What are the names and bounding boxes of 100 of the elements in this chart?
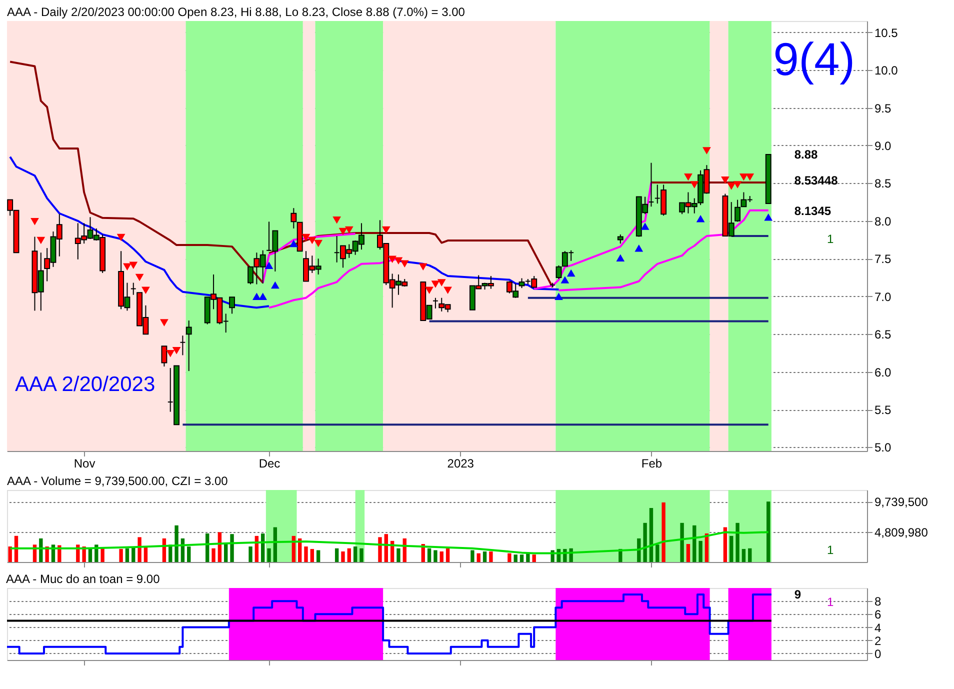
bar bbox=[316, 550, 320, 562]
point bbox=[129, 262, 138, 270]
bar bbox=[273, 527, 278, 562]
annotation: 8.53448 bbox=[794, 174, 838, 188]
bar bbox=[520, 554, 524, 562]
point bbox=[727, 182, 736, 190]
bar bbox=[8, 546, 12, 562]
bar bbox=[526, 553, 530, 562]
y-tick-label: 4 bbox=[874, 620, 882, 635]
y-tick-label: 6.0 bbox=[874, 365, 892, 380]
point bbox=[566, 269, 576, 277]
y-tick-label: 10.0 bbox=[874, 64, 898, 78]
y-tick-label: 9.5 bbox=[874, 101, 892, 116]
bar bbox=[723, 527, 728, 562]
chart-title: AAA - Volume = 9,739,500.00, CZI = 3.00 bbox=[7, 474, 228, 488]
point bbox=[740, 174, 748, 181]
candlestick bbox=[229, 296, 235, 314]
bar bbox=[230, 534, 234, 562]
y-tick-label: 5.5 bbox=[874, 403, 892, 418]
point bbox=[388, 256, 396, 264]
bar bbox=[347, 548, 351, 562]
bar bbox=[310, 548, 314, 562]
annotation: 9 bbox=[794, 588, 802, 602]
bar bbox=[334, 548, 339, 562]
y-tick-label: 8 bbox=[874, 594, 882, 609]
bar bbox=[748, 548, 752, 562]
point bbox=[616, 254, 625, 262]
x-tick-label: 2023 bbox=[447, 456, 474, 470]
point bbox=[640, 222, 650, 230]
bar bbox=[662, 502, 666, 562]
bar bbox=[267, 548, 271, 562]
point bbox=[252, 292, 261, 300]
point bbox=[36, 236, 46, 244]
x-tick-label: Feb bbox=[641, 456, 662, 470]
x-tick-label: Nov bbox=[74, 456, 96, 470]
bar bbox=[489, 551, 493, 562]
bar bbox=[476, 553, 480, 562]
line-series bbox=[9, 531, 770, 554]
annotation: 9(4) bbox=[773, 33, 855, 85]
bar bbox=[656, 544, 660, 562]
point bbox=[560, 276, 570, 284]
bar bbox=[100, 548, 104, 562]
bar bbox=[138, 537, 142, 562]
point bbox=[142, 286, 150, 294]
y-tick-label: 9.0 bbox=[874, 138, 892, 153]
bar bbox=[514, 554, 518, 562]
annotation: 8.88 bbox=[794, 148, 818, 162]
point bbox=[382, 226, 390, 234]
point bbox=[554, 292, 563, 300]
point bbox=[684, 174, 692, 181]
candlestick bbox=[734, 199, 741, 222]
bar bbox=[482, 551, 487, 562]
candlestick bbox=[130, 282, 136, 296]
point bbox=[746, 174, 754, 181]
bar bbox=[686, 544, 690, 562]
point bbox=[702, 147, 711, 154]
point bbox=[135, 274, 144, 282]
candlestick bbox=[186, 320, 192, 372]
bar bbox=[698, 540, 702, 562]
y-tick-label: 10.5 bbox=[874, 26, 898, 40]
bar bbox=[532, 554, 536, 562]
bar bbox=[730, 536, 734, 562]
bar bbox=[187, 546, 191, 562]
bar bbox=[766, 502, 770, 562]
chart-title: AAA - Muc do an toan = 9.00 bbox=[6, 572, 160, 586]
bar bbox=[736, 522, 740, 562]
y-tick-label: 0 bbox=[874, 646, 882, 661]
y-tick-label: 2 bbox=[874, 634, 882, 648]
point bbox=[696, 215, 705, 222]
bar bbox=[643, 522, 647, 562]
point bbox=[634, 244, 644, 252]
y-tick-label: 9,739,500 bbox=[874, 495, 928, 510]
y-tick-label: 5.0 bbox=[874, 440, 892, 455]
annotation: AAA 2/20/2023 bbox=[15, 373, 156, 396]
bar bbox=[378, 537, 382, 562]
y-tick-label: 8.5 bbox=[874, 176, 892, 191]
bar bbox=[649, 508, 654, 562]
point bbox=[270, 281, 280, 289]
bar bbox=[396, 548, 400, 562]
y-tick-label: 8.0 bbox=[874, 214, 892, 228]
bar bbox=[742, 548, 746, 562]
bar bbox=[446, 548, 450, 562]
x-tick-label: Dec bbox=[258, 456, 280, 470]
bar bbox=[341, 551, 345, 562]
point bbox=[123, 263, 132, 271]
candlestick bbox=[432, 297, 438, 309]
candlestick bbox=[617, 234, 624, 244]
bar bbox=[360, 548, 364, 562]
bar bbox=[248, 546, 252, 562]
point bbox=[344, 226, 354, 234]
point bbox=[116, 234, 126, 242]
bar bbox=[119, 548, 123, 562]
point bbox=[166, 350, 175, 358]
bar bbox=[125, 548, 130, 562]
bar bbox=[304, 546, 308, 562]
annotation: 8.1345 bbox=[794, 204, 832, 218]
y-tick-label: 6 bbox=[874, 608, 882, 622]
point bbox=[332, 216, 342, 224]
point bbox=[160, 319, 168, 326]
bar bbox=[440, 551, 444, 562]
